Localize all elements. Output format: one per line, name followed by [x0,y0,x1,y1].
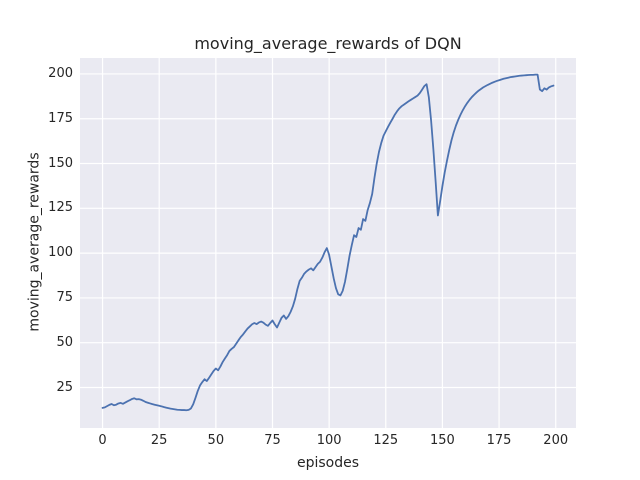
y-tick-label: 100 [48,245,73,261]
plot-canvas [80,57,576,428]
x-tick-label: 0 [98,433,107,448]
x-tick-label: 50 [207,433,225,448]
x-tick-label: 175 [486,433,512,448]
y-tick-label: 150 [48,155,73,171]
x-axis-label: episodes [296,455,360,471]
x-tick-label: 150 [430,433,455,448]
y-tick-label: 25 [56,379,73,395]
y-tick-label: 50 [56,334,73,350]
plot-area [80,57,576,428]
x-tick-label: 200 [543,433,569,448]
x-tick-label: 25 [150,433,168,448]
chart-title: moving_average_rewards of DQN [194,34,462,53]
y-tick-label: 175 [48,110,73,126]
x-tick-label: 125 [373,433,399,448]
y-tick-label: 200 [48,65,73,81]
y-axis-label: moving_average_rewards [26,152,43,332]
x-tick-label: 100 [316,433,342,448]
y-tick-label: 125 [48,200,73,216]
x-tick-label: 75 [264,433,281,448]
y-tick-label: 75 [56,289,73,305]
reward-line [101,73,555,411]
axes-background [80,57,576,428]
